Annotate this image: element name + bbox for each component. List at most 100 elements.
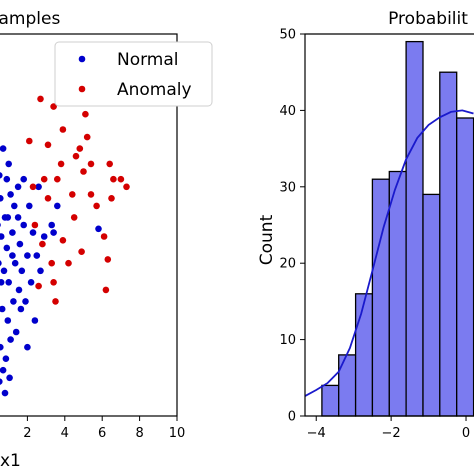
- anomaly-point: [78, 248, 85, 255]
- scatter-title: Samples: [0, 9, 60, 29]
- normal-point: [27, 279, 35, 286]
- normal-point: [4, 317, 12, 324]
- normal-point: [14, 183, 22, 191]
- scatter-legend: Normal Anomaly: [54, 41, 213, 107]
- normal-point: [0, 195, 4, 202]
- normal-point: [0, 222, 1, 228]
- normal-point: [20, 221, 28, 229]
- anomaly-point: [57, 160, 65, 168]
- anomaly-point: [48, 259, 55, 267]
- anomaly-point: [110, 175, 117, 183]
- histogram-axes-frame: [304, 33, 474, 417]
- normal-point: [10, 298, 17, 305]
- histogram-bar: [388, 170, 407, 417]
- legend-label-anomaly: Anomaly: [117, 80, 192, 100]
- anomaly-point: [35, 282, 42, 290]
- normal-point: [48, 221, 55, 229]
- normal-point: [40, 233, 48, 240]
- anomaly-point: [117, 175, 125, 183]
- normal-point: [0, 145, 7, 152]
- normal-point: [0, 233, 5, 240]
- normal-point: [15, 286, 23, 294]
- anomaly-point: [37, 95, 44, 103]
- anomaly-point: [93, 202, 100, 210]
- normal-point: [9, 229, 16, 236]
- histogram-bar: [405, 40, 424, 417]
- histogram-bar: [422, 193, 441, 417]
- normal-point: [0, 305, 6, 313]
- normal-point: [29, 229, 37, 236]
- normal-point: [7, 336, 14, 343]
- histogram-x-tick-label: −4: [307, 426, 326, 441]
- normal-point: [12, 328, 20, 336]
- normal-point: [0, 172, 3, 179]
- histogram-y-ticks: 0 10 20 30 40 50: [279, 28, 305, 425]
- anomaly-point: [39, 240, 46, 248]
- normal-point: [50, 229, 57, 236]
- scatter-x-ticks: 2 4 6 8 10: [23, 416, 185, 441]
- histogram-subplot: Probabilit Count 0 10 20 30 40 50 −4 −2 0: [257, 9, 474, 441]
- normal-point: [0, 267, 8, 275]
- scatter-axes-frame: [0, 33, 178, 417]
- normal-point: [3, 244, 11, 252]
- anomaly-point: [87, 191, 95, 198]
- histogram-y-tick-label: 30: [279, 180, 296, 195]
- anomaly-point: [104, 256, 112, 263]
- normal-point: [26, 202, 33, 210]
- histogram-bar: [354, 293, 374, 417]
- anomaly-point: [65, 259, 72, 267]
- anomaly-point: [26, 137, 33, 145]
- anomaly-point: [44, 195, 52, 202]
- normal-point: [16, 240, 24, 248]
- legend-label-normal: Normal: [117, 50, 179, 70]
- histogram-y-tick-label: 20: [279, 257, 296, 272]
- histogram-y-tick-label: 10: [279, 333, 296, 348]
- normal-point: [1, 389, 9, 397]
- anomaly-point: [83, 133, 91, 141]
- histogram-y-tick-label: 40: [279, 104, 296, 119]
- legend-marker-normal: [78, 55, 86, 63]
- anomaly-point: [44, 141, 52, 149]
- histogram-y-tick-label: 50: [279, 28, 296, 43]
- scatter-x-tick-label: 6: [98, 426, 106, 441]
- normal-point: [2, 355, 10, 363]
- normal-point: [37, 267, 44, 275]
- normal-point: [31, 317, 39, 324]
- normal-point: [20, 175, 28, 183]
- histogram-bar: [321, 384, 340, 417]
- anomaly-point: [87, 160, 95, 168]
- anomaly-point: [123, 183, 130, 191]
- normal-point: [35, 183, 42, 191]
- normal-point: [95, 225, 102, 233]
- anomaly-point: [76, 145, 84, 152]
- normal-point: [3, 175, 11, 183]
- histogram-x-tick-label: 0: [462, 426, 470, 441]
- anomaly-point: [29, 183, 37, 191]
- scatter-x-tick-label: 8: [135, 426, 143, 441]
- anomaly-point: [52, 298, 59, 305]
- anomaly-point: [100, 233, 108, 240]
- anomaly-point: [59, 126, 67, 133]
- scatter-x-tick-label: 2: [23, 426, 31, 441]
- normal-point: [11, 202, 18, 210]
- normal-point: [5, 160, 12, 168]
- normal-point: [17, 305, 25, 313]
- normal-point: [0, 260, 2, 267]
- normal-point: [11, 259, 19, 267]
- anomaly-point: [72, 152, 80, 160]
- anomaly-point: [106, 160, 113, 168]
- anomaly-point: [59, 237, 67, 244]
- histogram-y-tick-label: 0: [288, 410, 296, 425]
- anomaly-point: [108, 195, 115, 202]
- histogram-x-tick-label: −2: [382, 426, 401, 441]
- histogram-bar: [456, 117, 474, 417]
- scatter-x-tick-label: 4: [61, 426, 69, 441]
- histogram-ylabel: Count: [257, 214, 277, 265]
- scatter-xlabel: x1: [0, 451, 21, 471]
- anomaly-point: [50, 279, 57, 286]
- normal-point: [0, 343, 4, 351]
- anomaly-point: [82, 110, 89, 118]
- normal-point: [14, 214, 22, 221]
- normal-point: [6, 374, 13, 382]
